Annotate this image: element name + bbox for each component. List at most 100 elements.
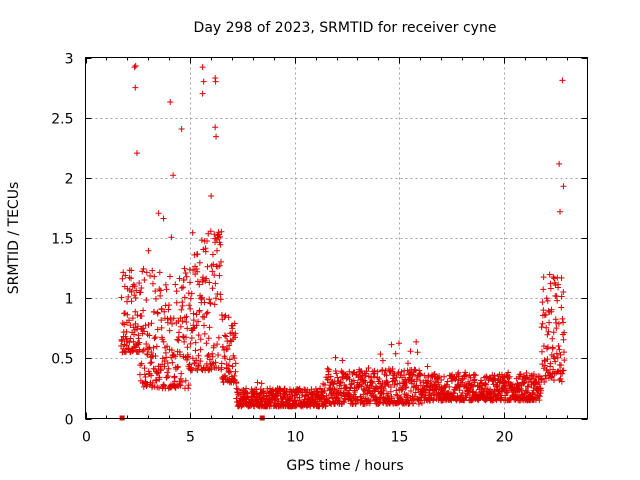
data-point [482, 381, 489, 388]
data-point [151, 308, 158, 315]
data-point [195, 318, 202, 325]
data-point [173, 288, 180, 295]
data-point [146, 332, 153, 339]
data-point [197, 346, 204, 353]
data-point [339, 357, 346, 364]
data-point [195, 332, 202, 339]
data-point [119, 275, 126, 282]
data-point [379, 357, 386, 364]
data-point [141, 328, 148, 335]
data-point [377, 351, 384, 358]
data-point [152, 377, 159, 384]
data-point [148, 372, 155, 379]
data-point [398, 368, 405, 375]
data-point [137, 362, 144, 369]
data-point [184, 353, 191, 360]
data-point [174, 336, 181, 343]
data-point [199, 64, 206, 71]
data-point [178, 306, 185, 313]
data-point [156, 286, 163, 293]
data-point [129, 315, 136, 322]
data-point [177, 382, 184, 389]
data-point [131, 292, 138, 299]
data-point [551, 275, 558, 282]
data-point [189, 229, 196, 236]
data-point [549, 345, 556, 352]
data-point [225, 362, 232, 369]
data-point [188, 334, 195, 341]
data-point [218, 258, 225, 265]
data-point [209, 268, 216, 275]
data-point [123, 328, 130, 335]
data-point [553, 319, 560, 326]
data-point [217, 241, 224, 248]
data-point [154, 310, 161, 317]
data-point [546, 319, 553, 326]
data-point [165, 306, 172, 313]
data-point [191, 360, 198, 367]
data-point [224, 346, 231, 353]
data-point [155, 210, 162, 217]
data-point [130, 324, 137, 331]
data-point [227, 337, 234, 344]
data-point [558, 378, 565, 385]
data-point [258, 380, 265, 387]
data-point [149, 280, 156, 287]
data-point [226, 356, 233, 363]
data-point [470, 383, 477, 390]
data-point [260, 394, 267, 401]
data-point [168, 234, 175, 241]
data-point [155, 384, 162, 391]
data-point [138, 312, 145, 319]
data-point [193, 322, 200, 329]
data-point [180, 284, 187, 291]
data-point [141, 365, 148, 372]
data-point [140, 346, 147, 353]
data-point [561, 329, 568, 336]
data-point [409, 372, 416, 379]
data-point [376, 375, 383, 382]
data-point [388, 341, 395, 348]
data-point [321, 381, 328, 388]
data-point [147, 360, 154, 367]
data-point [140, 307, 147, 314]
data-point [157, 287, 164, 294]
data-point [212, 295, 219, 302]
data-point [196, 281, 203, 288]
data-point [277, 392, 284, 399]
data-point [128, 298, 135, 305]
data-point [197, 336, 204, 343]
data-point [187, 295, 194, 302]
data-point [169, 320, 176, 327]
data-point [224, 365, 231, 372]
data-point [387, 383, 394, 390]
data-point [181, 294, 188, 301]
data-point [212, 280, 219, 287]
data-point [359, 374, 366, 381]
data-point [551, 355, 558, 362]
data-point [558, 275, 565, 282]
data-point [467, 374, 474, 381]
data-point [415, 401, 422, 408]
data-point [447, 396, 454, 403]
x-tick-label: 15 [391, 430, 409, 446]
data-point [210, 261, 217, 268]
data-point [143, 341, 150, 348]
data-point [557, 375, 564, 382]
data-point [151, 273, 158, 280]
data-point [483, 373, 490, 380]
data-point [365, 396, 372, 403]
data-point [184, 344, 191, 351]
data-point [392, 377, 399, 384]
data-point [182, 377, 189, 384]
y-tick-label: 2.5 [51, 112, 73, 128]
x-tick-label: 20 [496, 430, 514, 446]
data-point [412, 389, 419, 396]
data-point [560, 349, 567, 356]
data-point [398, 394, 405, 401]
data-point [389, 366, 396, 373]
x-tick-label: 10 [287, 430, 305, 446]
data-point [196, 307, 203, 314]
data-point [414, 349, 421, 356]
